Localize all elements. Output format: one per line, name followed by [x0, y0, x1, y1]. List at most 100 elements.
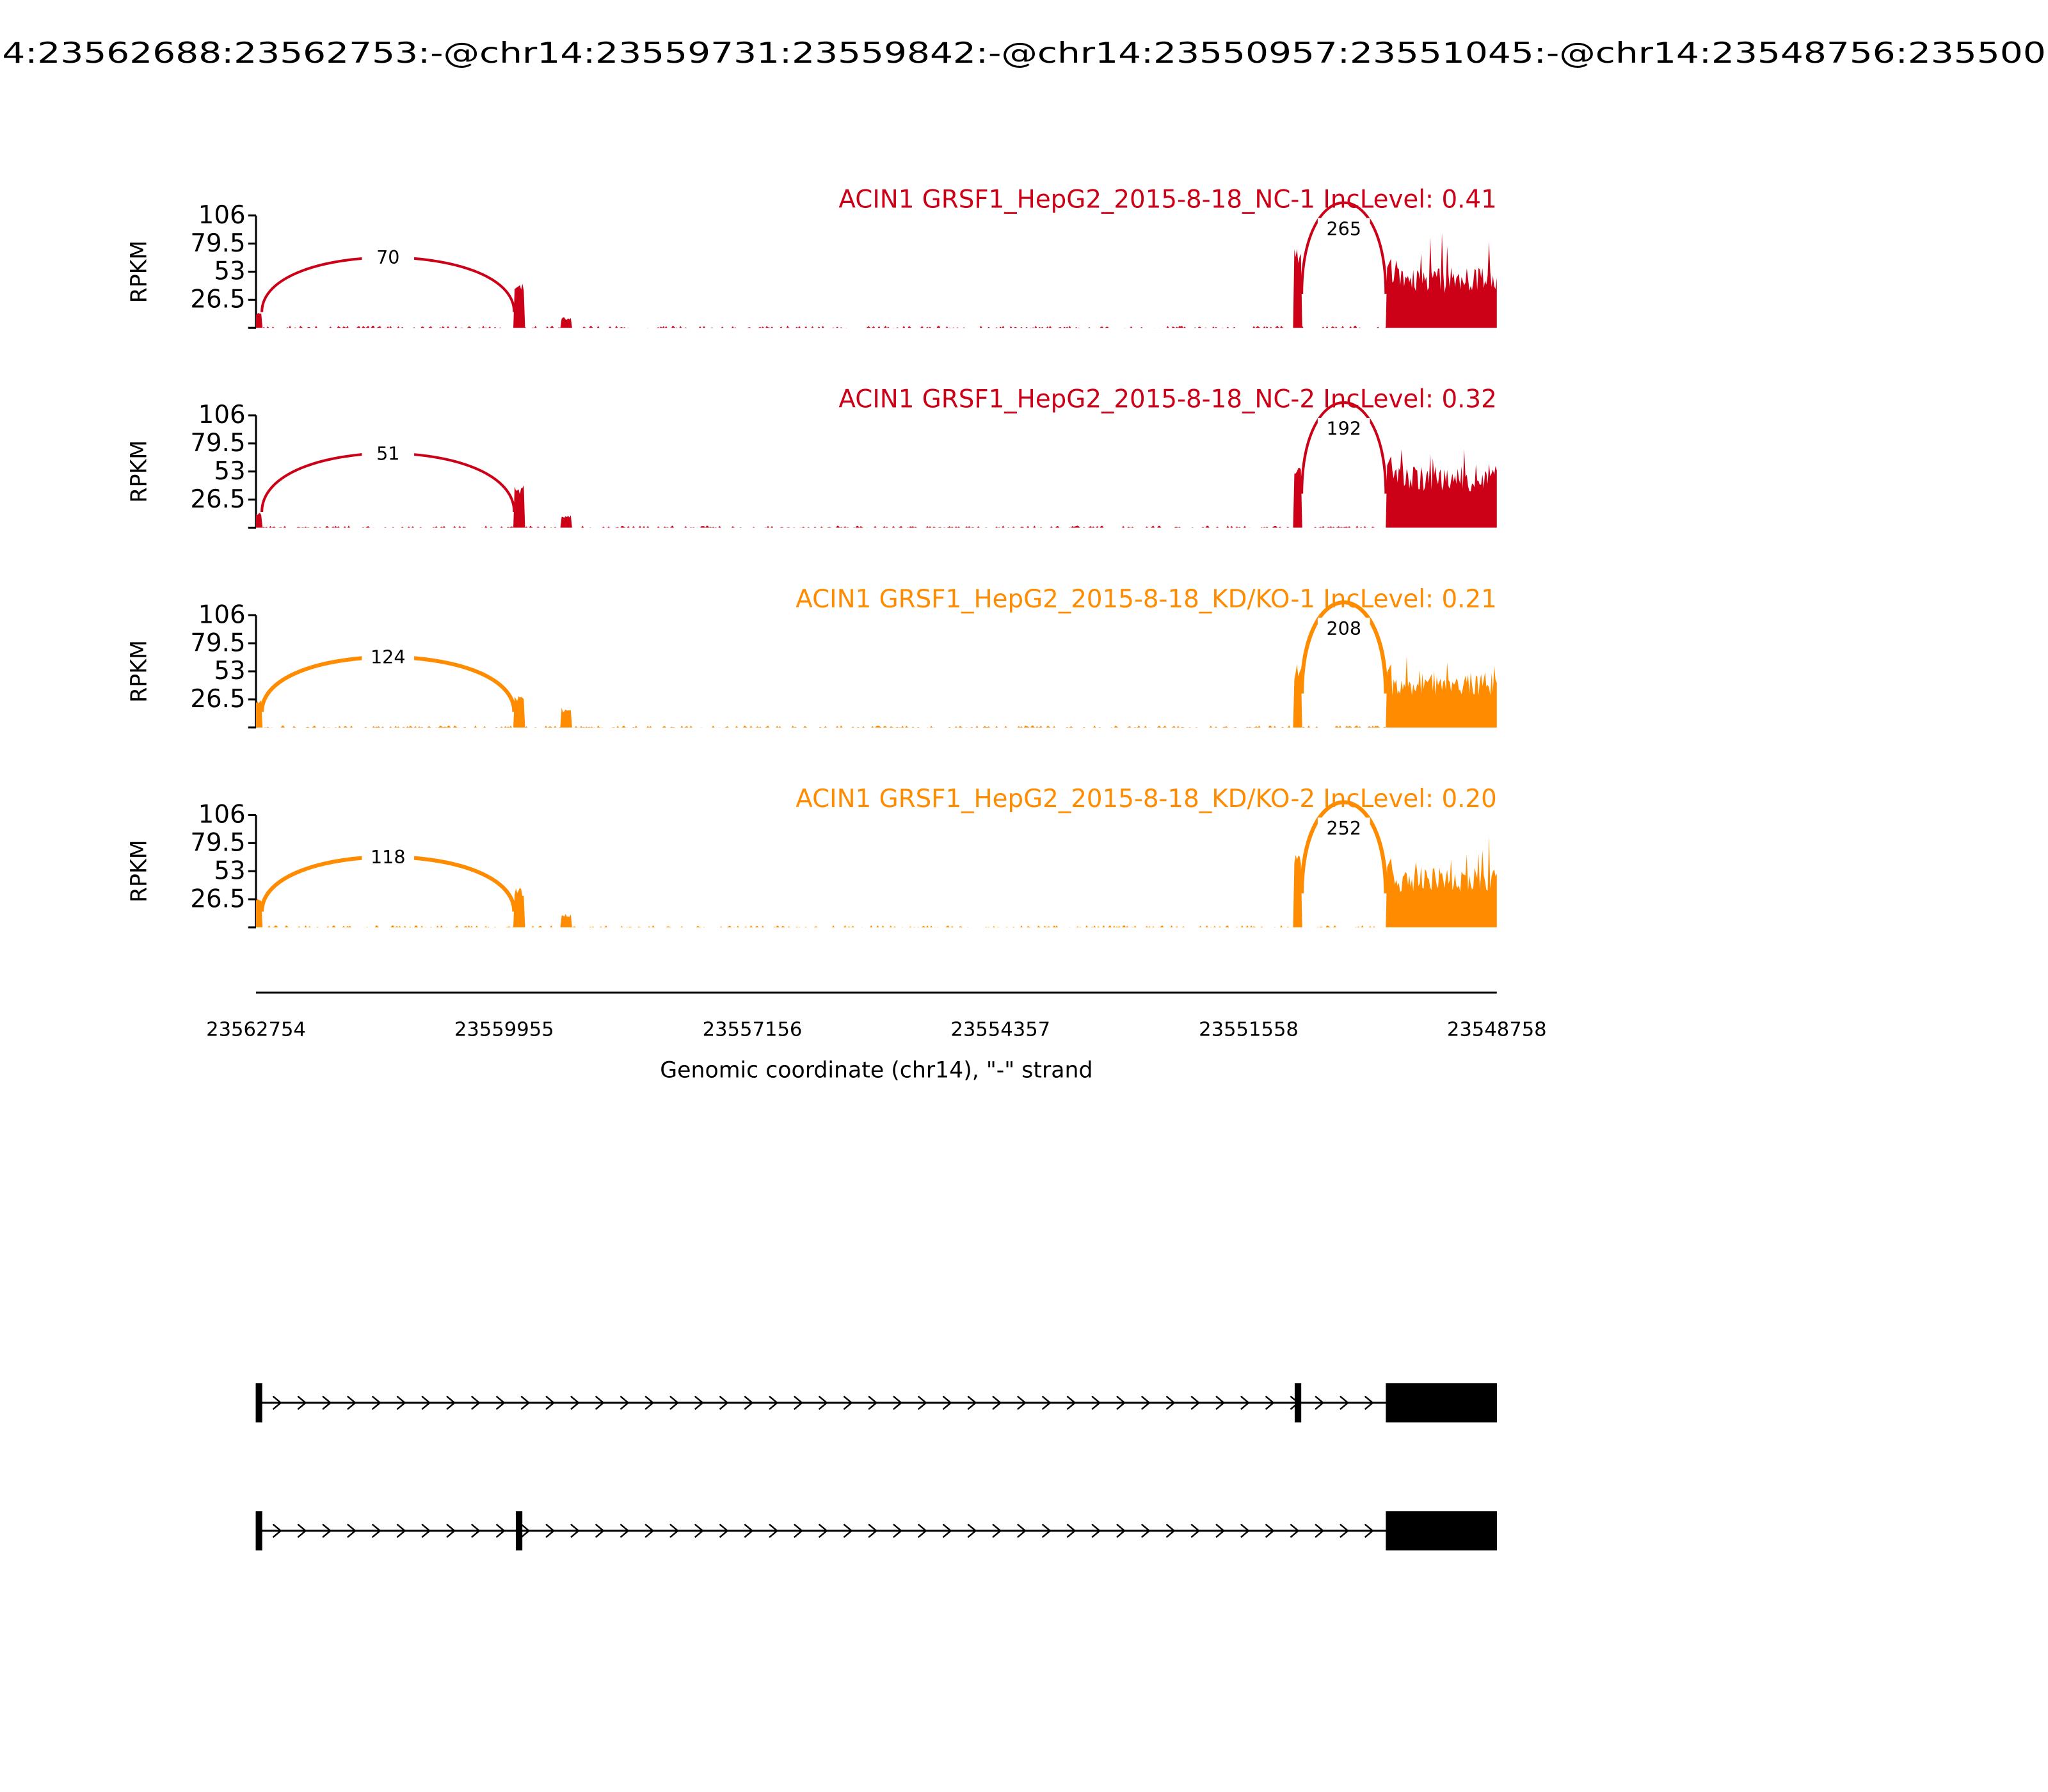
strand-arrow-icon [967, 1523, 977, 1538]
y-tick-label: 79.5 [190, 628, 245, 657]
strand-arrow-icon [322, 1523, 332, 1538]
strand-arrow-icon [470, 1395, 481, 1410]
strand-arrow-icon [595, 1523, 605, 1538]
strand-arrow-icon [794, 1523, 803, 1538]
strand-arrow-icon [570, 1523, 580, 1538]
strand-arrow-icon [1315, 1395, 1325, 1410]
strand-arrow-icon [421, 1523, 431, 1538]
strand-arrow-icon [893, 1395, 903, 1410]
strand-arrow-icon [769, 1395, 779, 1410]
x-tick-label: 23562754 [206, 1018, 306, 1041]
coverage-area [256, 836, 1497, 927]
strand-arrow-icon [1066, 1523, 1076, 1538]
y-tick-label: 26.5 [190, 884, 245, 913]
y-tick-label: 53 [214, 657, 245, 685]
coverage-area [256, 232, 1497, 328]
strand-arrow-icon [818, 1523, 828, 1538]
strand-arrow-icon [694, 1523, 704, 1538]
strand-arrow-icon [719, 1395, 729, 1410]
junction-count: 192 [1326, 418, 1361, 440]
y-tick-label: 106 [198, 401, 246, 429]
strand-arrow-icon [396, 1395, 406, 1410]
strand-arrow-icon [719, 1523, 729, 1538]
y-tick-label: 26.5 [190, 285, 245, 314]
strand-arrow-icon [669, 1395, 680, 1410]
strand-arrow-icon [1165, 1395, 1176, 1410]
strand-arrow-icon [272, 1523, 282, 1538]
strand-arrow-icon [868, 1395, 878, 1410]
strand-arrow-icon [1017, 1523, 1027, 1538]
exon-block [255, 1383, 262, 1423]
strand-arrow-icon [371, 1395, 381, 1410]
x-axis-label: Genomic coordinate (chr14), "-" strand [660, 1058, 1092, 1084]
y-axis-label: RPKM [127, 440, 152, 503]
exon-block [1294, 1383, 1302, 1423]
y-axis-label: RPKM [127, 241, 152, 303]
y-tick-label: 26.5 [190, 685, 245, 714]
coverage-area [256, 655, 1497, 728]
strand-arrow-icon [1315, 1523, 1325, 1538]
strand-arrow-icon [992, 1395, 1002, 1410]
junction-label-bg [362, 846, 415, 869]
strand-arrow-icon [744, 1523, 754, 1538]
junction-count: 51 [376, 442, 399, 464]
strand-arrow-icon [644, 1395, 655, 1410]
strand-arrow-icon [1364, 1523, 1374, 1538]
strand-arrow-icon [347, 1395, 357, 1410]
x-axis: 23562754 23559955 23557156 23554357 2355… [206, 991, 1547, 1084]
strand-arrow-icon [446, 1395, 456, 1410]
junction-arc [1300, 800, 1388, 893]
strand-arrow-icon [1240, 1523, 1250, 1538]
strand-arrow-icon [545, 1395, 556, 1410]
y-tick-label: 106 [198, 600, 246, 629]
y-tick-label: 53 [214, 257, 245, 286]
strand-arrow-icon [1066, 1395, 1076, 1410]
exon-block [1386, 1383, 1498, 1423]
strand-arrow-icon [1290, 1523, 1300, 1538]
strand-arrow-icon [272, 1395, 282, 1410]
strand-arrow-icon [917, 1523, 927, 1538]
strand-arrow-icon [1265, 1523, 1275, 1538]
y-tick-label: 106 [198, 201, 246, 230]
strand-arrow-icon [1140, 1395, 1151, 1410]
junction-count: 124 [371, 646, 406, 668]
junction-count: 118 [371, 846, 406, 868]
x-tick-label: 23551558 [1199, 1018, 1299, 1041]
junction-label-bg [1317, 218, 1370, 241]
strand-arrow-icon [545, 1523, 556, 1538]
strand-arrow-icon [347, 1523, 357, 1538]
track-label: ACIN1 GRSF1_HepG2_2015-8-18_NC-2 IncLeve… [838, 385, 1496, 414]
strand-arrow-icon [893, 1523, 903, 1538]
strand-arrow-icon [371, 1523, 381, 1538]
junction-arc [1300, 401, 1388, 494]
junction-count: 70 [376, 246, 399, 268]
junction-label-bg [1317, 817, 1370, 840]
x-tick-label: 23559955 [454, 1018, 554, 1041]
y-tick-label: 26.5 [190, 485, 245, 514]
junction-label-bg [1317, 618, 1370, 640]
strand-arrow-icon [1340, 1523, 1350, 1538]
strand-arrow-icon [868, 1523, 878, 1538]
x-tick-label: 23554357 [950, 1018, 1050, 1041]
exon-block [1386, 1511, 1498, 1551]
strand-arrow-icon [992, 1523, 1002, 1538]
strand-arrow-icon [1340, 1395, 1350, 1410]
strand-arrow-icon [1116, 1395, 1126, 1410]
coverage-area [256, 449, 1497, 528]
strand-arrow-icon [1017, 1395, 1027, 1410]
y-axis-label: RPKM [127, 840, 152, 902]
y-tick-label: 53 [214, 856, 245, 885]
y-axis-label: RPKM [127, 640, 152, 703]
y-tick-label: 53 [214, 457, 245, 486]
junction-count: 252 [1326, 817, 1361, 839]
track-label: ACIN1 GRSF1_HepG2_2015-8-18_KD/KO-1 IncL… [796, 585, 1497, 614]
strand-arrow-icon [297, 1395, 307, 1410]
y-tick-label: 79.5 [190, 829, 245, 858]
x-tick-label: 23548758 [1447, 1018, 1547, 1041]
strand-arrow-icon [495, 1523, 506, 1538]
